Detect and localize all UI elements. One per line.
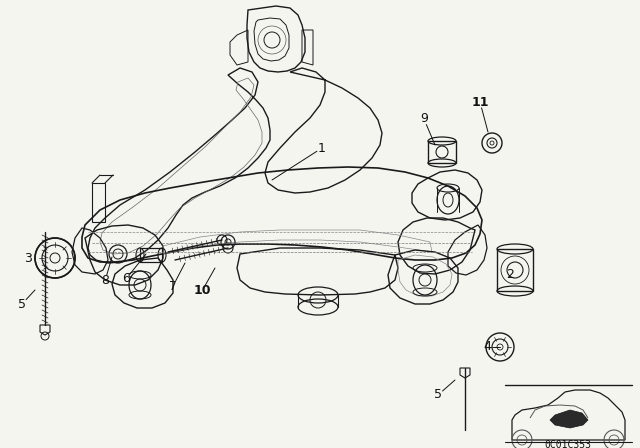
Text: 7: 7 [169,280,177,293]
Text: 4: 4 [483,340,491,353]
Text: 1: 1 [318,142,326,155]
Polygon shape [550,410,588,428]
Text: 10: 10 [193,284,211,297]
Text: 0C01C353: 0C01C353 [545,440,591,448]
Text: 5: 5 [434,388,442,401]
Text: 6: 6 [122,272,130,285]
Text: 11: 11 [471,95,489,108]
Text: 9: 9 [420,112,428,125]
Text: 8: 8 [101,275,109,288]
Text: 5: 5 [18,297,26,310]
Text: 3: 3 [24,251,32,264]
Text: 2: 2 [506,268,514,281]
